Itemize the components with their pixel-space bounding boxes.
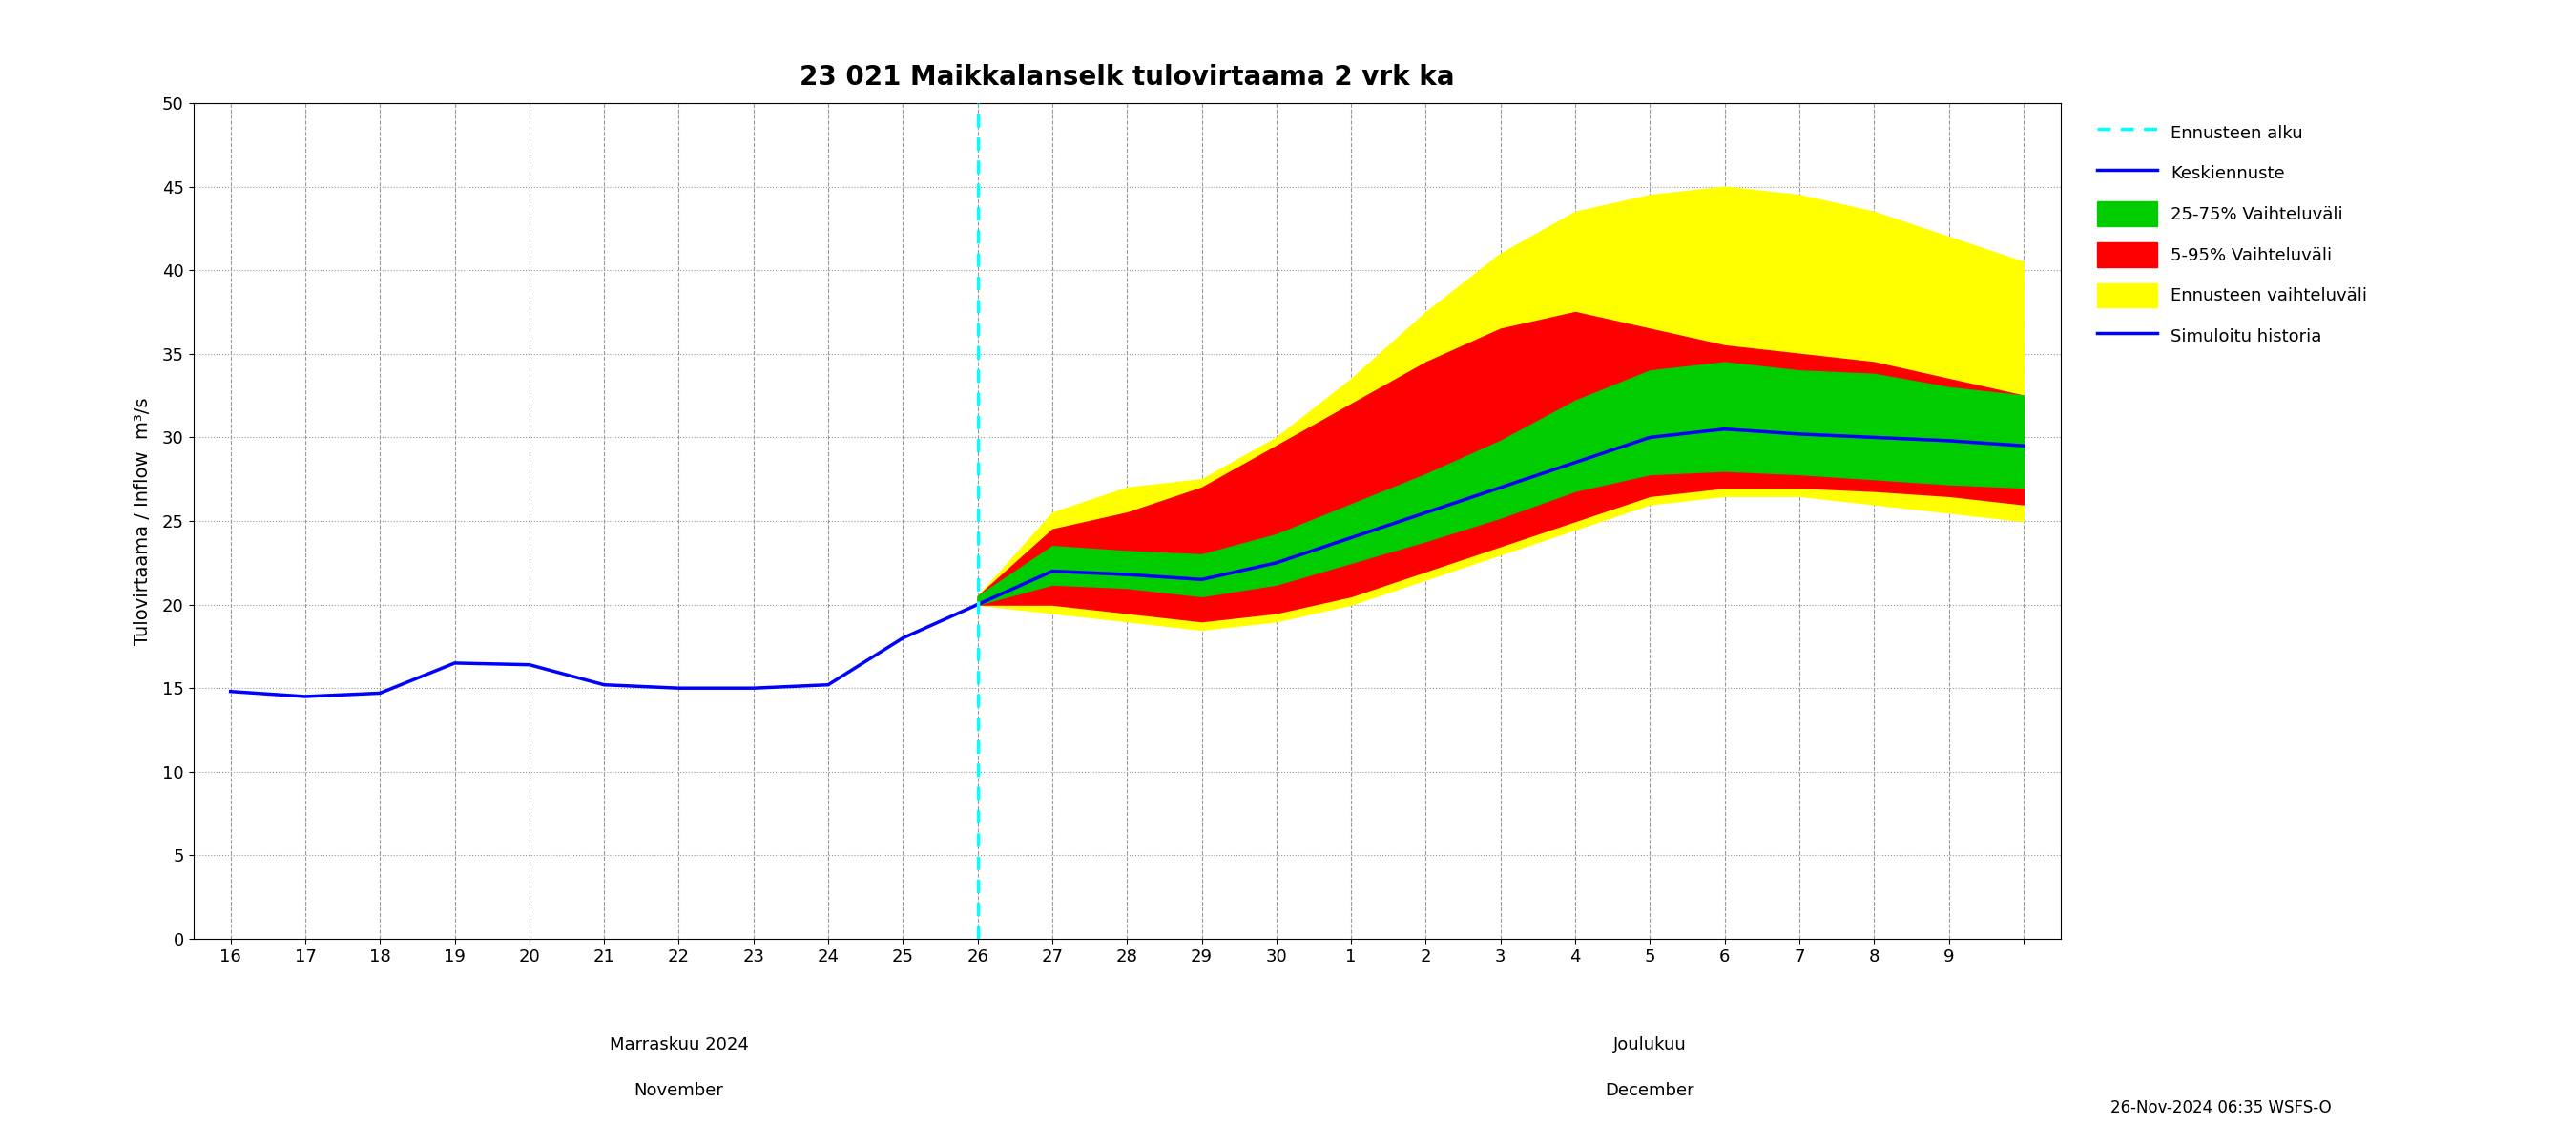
Title: 23 021 Maikkalanselk tulovirtaama 2 vrk ka: 23 021 Maikkalanselk tulovirtaama 2 vrk … <box>799 63 1455 90</box>
Text: 26-Nov-2024 06:35 WSFS-O: 26-Nov-2024 06:35 WSFS-O <box>2110 1099 2331 1116</box>
Y-axis label: Tulovirtaama / Inflow  m³/s: Tulovirtaama / Inflow m³/s <box>134 397 152 645</box>
Text: Joulukuu: Joulukuu <box>1613 1036 1687 1053</box>
Text: Marraskuu 2024: Marraskuu 2024 <box>608 1036 750 1053</box>
Text: November: November <box>634 1082 724 1099</box>
Legend: Ennusteen alku, Keskiennuste, 25-75% Vaihteluväli, 5-95% Vaihteluväli, Ennusteen: Ennusteen alku, Keskiennuste, 25-75% Vai… <box>2089 112 2375 357</box>
Text: December: December <box>1605 1082 1695 1099</box>
